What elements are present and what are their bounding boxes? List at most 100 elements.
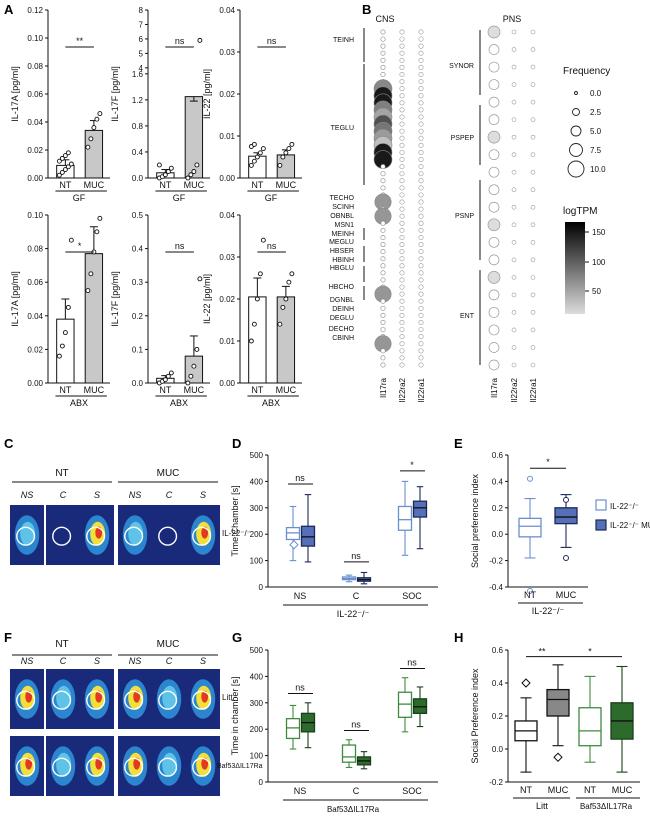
cns-dot-il22ra1 [418,263,424,269]
chamber-circle [52,690,72,710]
pns-column-label: Il22ra1 [529,377,538,402]
pns-dot-il17ra [488,254,500,266]
group-label-nt: NT [55,639,68,650]
pns-dot-il22ra2 [511,64,517,70]
cns-dot-il22ra2 [399,263,405,269]
y-tick-label: 0.04 [27,118,43,127]
cns-dot-il22ra1 [418,43,424,49]
box-ns [300,525,316,547]
bar [56,318,75,384]
x-axis-label: IL-22⁻/⁻ [337,609,370,619]
cns-dot-il22ra1 [418,291,424,297]
colorbar-tick-label: 100 [592,258,606,267]
cns-dot-il22ra2 [399,249,405,255]
data-point [85,288,91,294]
cns-dot-il22ra1 [418,79,424,85]
cns-dot-il22ra1 [418,100,424,106]
y-axis-label: Social preference index [470,473,480,568]
cns-dot-il22ra1 [418,327,424,333]
heatmap-cell [46,736,80,796]
pns-dot-il17ra [488,324,500,336]
x-tick-label: NT [159,385,171,395]
data-point [168,370,174,376]
x-tick-label: MUC [548,785,569,795]
data-point [194,346,200,352]
y-tick-label: 0 [259,583,264,592]
significance-label: ns [175,241,185,251]
colorbar-title: logTPM [563,206,597,217]
heat-hot [95,690,103,703]
significance-label: ns [175,36,185,46]
legend-label-nt: IL-22⁻/⁻ [610,502,639,511]
data-point [156,162,162,168]
data-point [191,169,197,174]
y-tick-label: 0.01 [219,132,235,141]
cns-dot-il22ra2 [399,270,405,276]
heatmap-cell [186,505,220,565]
x-axis-label: GF [73,193,86,203]
cns-dot-il22ra1 [418,341,424,347]
cns-dot-il22ra1 [418,121,424,127]
cns-dot-il22ra1 [418,334,424,340]
cns-row-label: TEGLU [331,125,354,132]
pns-dot-il22ra1 [530,99,536,105]
heatmap-cell [10,505,44,565]
y-tick-label: 0.06 [27,278,43,287]
pns-row-label: SYNOR [449,63,474,70]
cns-dot-il22ra2 [399,206,405,212]
x-tick-label: MUC [276,385,297,395]
data-point [59,155,65,161]
row-label-litt: Litt [222,693,233,702]
panel-letter-d: D [232,436,242,451]
size-legend-circle [574,91,578,95]
x-tick-label: NS [294,591,307,601]
data-point [277,321,283,327]
cns-dot-il17ra [380,249,386,255]
outlier-marker [527,475,533,482]
cns-dot-il22ra2 [399,50,405,56]
y-tick-label: 0.04 [219,211,235,220]
y-tick-label: 0.00 [27,379,43,388]
x-tick-label: NT [59,180,71,190]
pns-dot-il22ra2 [511,82,517,87]
y-tick-label: 0.0 [132,379,144,388]
cns-dot-il22ra2 [399,242,405,248]
pns-dot-il17ra [487,25,501,39]
x-axis-label: IL-22⁻/⁻ [532,606,565,616]
outlier-marker [289,540,299,550]
x-tick-label: C [353,786,360,796]
cns-dot-il22ra1 [418,157,424,163]
y-tick-label: 0.00 [219,379,235,388]
cell-label-ns: NS [21,490,34,500]
y-tick-label: -0.4 [489,583,503,592]
y-tick-label: 0.00 [27,174,43,183]
data-point [65,304,71,310]
pns-dot-il22ra1 [530,169,536,175]
size-legend-title: Frequency [563,66,610,77]
y-tick-label: 0.03 [219,253,235,262]
box-soc [397,691,413,718]
significance-label: ns [351,720,361,730]
cns-dot-il22ra2 [399,157,405,163]
data-point [65,150,71,156]
cns-dot-il22ra1 [418,114,424,120]
x-axis-label: Baf53ΔIL17Ra [327,805,380,814]
cns-dot-il17ra [380,298,386,304]
chamber-circle [158,690,178,710]
y-tick-label: 0.2 [492,712,504,721]
cns-dot-il22ra2 [399,79,405,85]
data-point [59,169,65,175]
heatmap-cell [118,505,152,565]
pns-dot-il22ra1 [530,327,536,333]
cns-dot-il22ra1 [418,348,424,354]
data-point [257,271,263,277]
cns-row-label: DEINH [332,306,354,313]
cns-dot-il22ra1 [418,164,424,170]
heatmap-cell [80,669,114,729]
y-tick-label: 0.10 [27,211,43,220]
cns-dot-il17ra [380,164,386,170]
cns-dot-il22ra2 [399,312,405,318]
y-tick-label: 0.04 [27,312,43,321]
pns-dot-il17ra [488,289,500,301]
y-tick-label: 0.02 [27,146,43,155]
